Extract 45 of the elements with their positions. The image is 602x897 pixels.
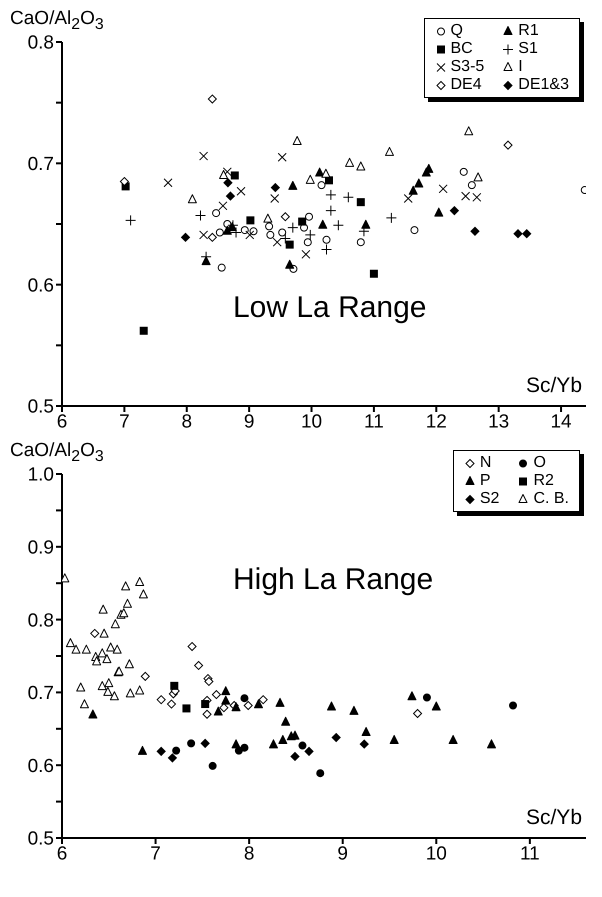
text: Low La Range <box>233 291 426 326</box>
x-axis-title: Sc/Yb <box>526 806 582 830</box>
x-tick-label: 6 <box>56 843 68 864</box>
x-tick-label: 9 <box>244 411 254 432</box>
y-tick-label: 0.9 <box>28 538 54 559</box>
legend-label: I <box>518 58 523 76</box>
x-tick-label: 8 <box>244 843 254 864</box>
legend-label: S3-5 <box>450 58 484 76</box>
legend-label: DE1&3 <box>518 76 569 94</box>
x-tick-label: 11 <box>364 411 384 432</box>
legend-label: S2 <box>480 490 500 508</box>
y-tick-label: 0.5 <box>28 828 54 850</box>
y-tick-label: 0.7 <box>28 683 54 704</box>
y-tick-label: 1.0 <box>28 464 54 486</box>
x-tick-label: 10 <box>300 411 322 432</box>
legend-label: BC <box>450 40 473 58</box>
y-tick-label: 0.8 <box>28 32 54 54</box>
x-tick-label: 7 <box>150 843 161 864</box>
y-tick-label: 0.6 <box>28 756 54 777</box>
y-tick-label: 0.6 <box>28 275 54 296</box>
legend-label: N <box>480 454 492 472</box>
legend-label: C. B. <box>533 490 569 508</box>
legend-label: DE4 <box>450 76 482 94</box>
x-tick-label: 11 <box>520 843 540 864</box>
x-tick-label: 7 <box>119 411 130 432</box>
y-tick-label: 0.5 <box>28 396 54 418</box>
legend-label: O <box>533 454 546 472</box>
x-tick-label: 8 <box>181 411 192 432</box>
x-axis-title: Sc/Yb <box>526 374 582 398</box>
x-tick-label: 12 <box>426 411 447 432</box>
y-axis-title: CaO/Al$_{2}$O$_{3}$ <box>10 440 104 466</box>
x-tick-label: 14 <box>550 411 572 432</box>
y-tick-label: 0.7 <box>28 154 54 176</box>
legend-label: S1 <box>518 40 538 58</box>
x-tick-label: 9 <box>337 843 348 864</box>
legend-label: P <box>480 472 491 490</box>
text: High La Range <box>233 563 434 598</box>
x-tick-label: 10 <box>426 843 447 864</box>
x-tick-label: 6 <box>56 411 68 432</box>
legend-label: R1 <box>518 22 539 40</box>
legend-label: R2 <box>533 472 554 490</box>
y-tick-label: 0.8 <box>28 610 54 632</box>
x-tick-label: 13 <box>488 411 510 432</box>
y-axis-title: CaO/Al$_{2}$O$_{3}$ <box>10 8 104 34</box>
legend-label: Q <box>450 22 463 40</box>
